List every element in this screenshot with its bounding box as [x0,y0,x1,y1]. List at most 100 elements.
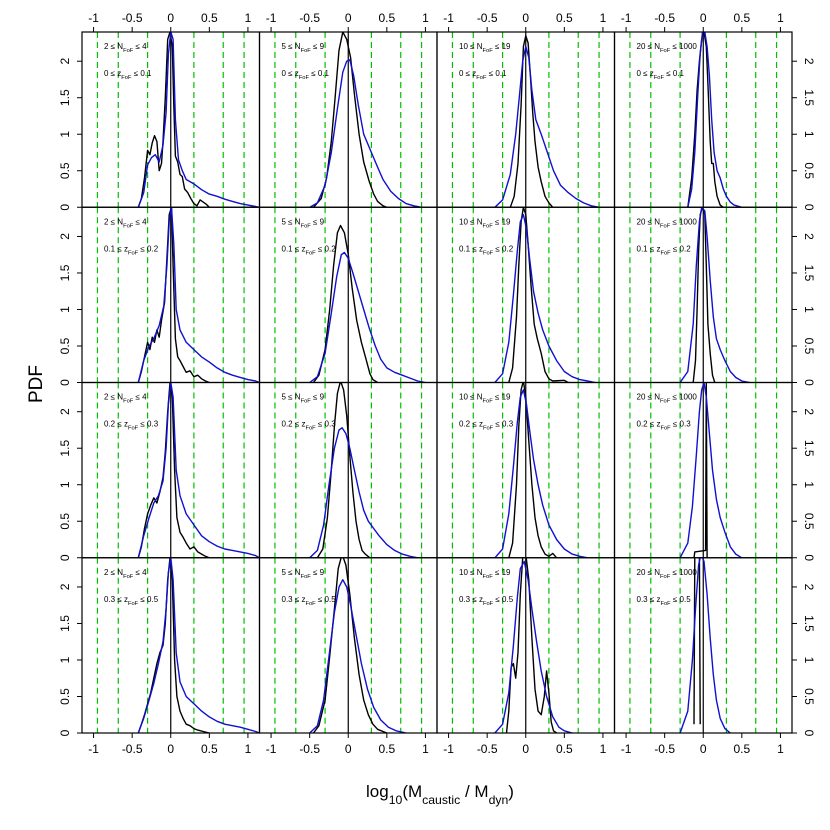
x-tick-label-top: -1 [266,11,277,25]
black-pdf-curve [693,382,708,558]
panel-label-n-fof: 5 ≤ NFoF ≤ 9 [282,568,325,580]
panel-plot-area [451,207,600,383]
x-tick-label-bottom: 1 [422,742,429,756]
x-tick-label-bottom: 0.5 [378,742,395,756]
x-tick-label-top: -0.5 [654,11,675,25]
panel-plot-area [274,32,423,208]
panel-label-n-fof: 5 ≤ NFoF ≤ 9 [282,393,325,405]
blue-pdf-curve [679,207,750,383]
y-tick-label-right: 2 [802,233,816,240]
blue-pdf-curve [309,251,426,383]
black-pdf-curve [693,557,701,725]
y-tick-label-right: 0 [802,554,816,561]
black-pdf-curve [692,207,716,383]
blue-pdf-curve [137,382,260,558]
panel-label-z-fof: 0 ≤ zFoF ≤ 0.1 [459,69,507,81]
y-tick-label-right: 0 [802,204,816,211]
x-tick-label-top: -1 [443,11,454,25]
panel-label-n-fof: 10 ≤ NFoF ≤ 19 [459,393,511,405]
x-tick-label-bottom: 1 [600,742,607,756]
y-tick-label-right: 0 [802,379,816,386]
x-tick-label-top: -0.5 [122,11,143,25]
panel-r2-c3: 10 ≤ NFoF ≤ 19 0.1 ≤ zFoF ≤ 0.2 [436,206,616,384]
x-tick-label-top: 0.5 [733,11,750,25]
x-tick-label-bottom: 0 [522,742,529,756]
panel-label-z-fof: 0.2 ≤ zFoF ≤ 0.3 [282,420,337,432]
panel-label-z-fof: 0.3 ≤ zFoF ≤ 0.5 [104,595,159,607]
y-tick-label-right: 0.5 [802,338,816,355]
blue-pdf-curve [494,560,573,733]
panel-r2-c1: 2 ≤ NFoF ≤ 4 0.1 ≤ zFoF ≤ 0.2 [81,206,261,384]
black-pdf-curve [312,224,378,383]
x-tick-label-top: 0.5 [378,11,395,25]
panel-r2-c2: 5 ≤ NFoF ≤ 9 0.1 ≤ zFoF ≤ 0.2 [258,206,438,384]
x-tick-label-top: -0.5 [299,11,320,25]
panel-label-n-fof: 10 ≤ NFoF ≤ 19 [459,217,511,229]
panel-label-n-fof: 10 ≤ NFoF ≤ 19 [459,568,511,580]
x-tick-label-bottom: -1 [266,742,277,756]
blue-pdf-curve [687,32,742,208]
y-tick-label-left: 2 [58,58,72,65]
panel-label-n-fof: 20 ≤ NFoF ≤ 1000 [637,42,698,54]
y-tick-label-left: 0.5 [58,162,72,179]
panel-label-z-fof: 0.1 ≤ zFoF ≤ 0.2 [637,244,692,256]
x-tick-label-top: 1 [422,11,429,25]
y-tick-label-right: 0.5 [802,688,816,705]
x-tick-label-bottom: -1 [621,742,632,756]
panel-plot-area [96,382,260,558]
panel-label-n-fof: 20 ≤ NFoF ≤ 1000 [637,568,698,580]
y-tick-label-right: 1 [802,481,816,488]
blue-pdf-curve [137,32,260,208]
x-tick-label-bottom: -0.5 [477,742,498,756]
panel-plot-area [451,557,600,733]
panel-r3-c4: 20 ≤ NFoF ≤ 1000 0.2 ≤ zFoF ≤ 0.3 [613,381,793,559]
y-tick-label-left: 0 [58,204,72,211]
panel-plot-area [274,382,423,558]
x-tick-label-bottom: 0 [167,742,174,756]
y-tick-label-right: 1 [802,131,816,138]
blue-pdf-curve [309,59,422,208]
panel-label-z-fof: 0.3 ≤ zFoF ≤ 0.5 [637,595,692,607]
panel-r4-c4: 20 ≤ NFoF ≤ 1000 0.3 ≤ zFoF ≤ 0.5 [613,557,793,734]
panel-r3-c3: 10 ≤ NFoF ≤ 19 0.2 ≤ zFoF ≤ 0.3 [436,381,616,559]
x-tick-label-bottom: -1 [88,742,99,756]
blue-pdf-curve [494,389,588,558]
x-tick-label-top: 0.5 [556,11,573,25]
y-tick-label-right: 0.5 [802,513,816,530]
panel-r3-c1: 2 ≤ NFoF ≤ 4 0.2 ≤ zFoF ≤ 0.3 [81,381,261,559]
blue-pdf-curve [137,207,260,383]
panel-r1-c2: 5 ≤ NFoF ≤ 9 0 ≤ zFoF ≤ 0.1 [258,31,438,208]
panel-label-z-fof: 0.2 ≤ zFoF ≤ 0.3 [637,420,692,432]
black-pdf-curve [687,32,724,208]
black-pdf-curve [312,32,388,208]
y-tick-label-left: 1 [58,306,72,313]
panel-r4-c2: 5 ≤ NFoF ≤ 9 0.3 ≤ zFoF ≤ 0.5 [258,557,438,734]
x-tick-label-top: 1 [777,11,784,25]
black-pdf-curve [508,382,558,558]
x-tick-label-top: 0 [522,11,529,25]
x-tick-label-top: -0.5 [477,11,498,25]
y-tick-label-left: 1.5 [58,440,72,457]
black-pdf-curve [137,32,210,208]
y-tick-label-left: 1 [58,481,72,488]
x-tick-label-bottom: 0.5 [201,742,218,756]
panel-label-z-fof: 0.3 ≤ zFoF ≤ 0.5 [459,595,514,607]
panel-label-z-fof: 0 ≤ zFoF ≤ 0.1 [637,69,685,81]
panel-r1-c3: 10 ≤ NFoF ≤ 19 0 ≤ zFoF ≤ 0.1 [436,31,616,208]
y-tick-label-left: 1.5 [58,89,72,106]
x-tick-label-top: 1 [245,11,252,25]
y-tick-label-left: 0.5 [58,688,72,705]
blue-pdf-curve [309,579,407,733]
panel-label-n-fof: 5 ≤ NFoF ≤ 9 [282,217,325,229]
x-tick-label-bottom: -1 [443,742,454,756]
y-tick-label-right: 1.5 [802,615,816,632]
panel-grid: 2 ≤ NFoF ≤ 4 0 ≤ zFoF ≤ 0.1 5 ≤ NFoF ≤ 9 0 … [81,31,793,734]
panel-plot-area [274,207,426,383]
panel-label-n-fof: 2 ≤ NFoF ≤ 4 [104,42,147,54]
x-tick-label-top: 0 [700,11,707,25]
panel-label-n-fof: 5 ≤ NFoF ≤ 9 [282,42,325,54]
x-tick-label-bottom: -0.5 [654,742,675,756]
y-tick-label-right: 0 [802,730,816,737]
black-pdf-curve [316,382,371,558]
